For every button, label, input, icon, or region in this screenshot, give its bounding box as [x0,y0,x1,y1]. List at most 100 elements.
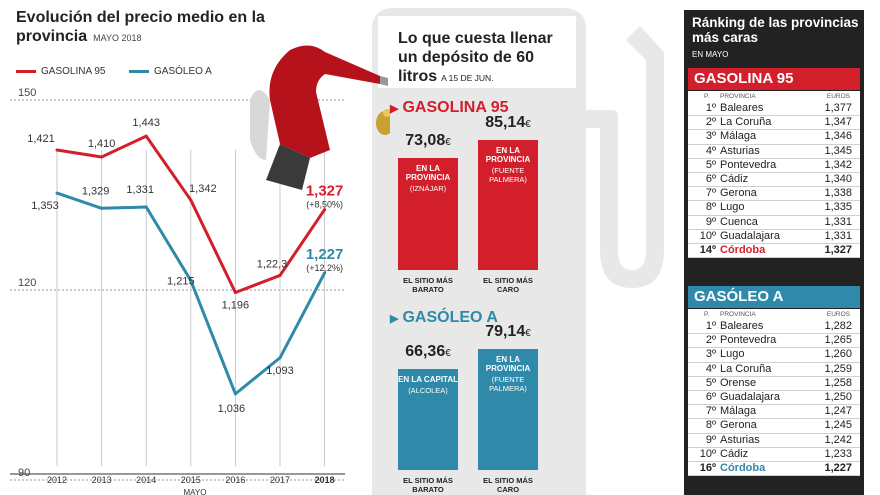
depot-bar-label: EN LA PROVINCIA (FUENTE PALMERA) [485,355,531,394]
depot-bar-value: 66,36€ [405,342,451,360]
ranking-row-cordoba: 14º Córdoba 1,327 [688,243,860,259]
ranking-column-headers: P. PROVINCIA EUROS [688,309,860,320]
ranking-price: 1,347 [824,116,852,129]
ranking-price: 1,331 [824,229,852,242]
y-tick-label: 120 [18,277,36,289]
x-tick-label: 2012 [47,475,67,485]
data-label: 1,421 [27,133,55,145]
depot-bar-label: EN LA CAPITAL (ALCOLEA) [398,374,458,395]
ranking-column-header: P. [704,93,710,100]
change-label: (+8,50%) [306,200,343,210]
legend-gasolina: GASOLINA 95 [16,66,105,77]
ranking-position: 1º [705,320,716,332]
ranking-position: 3º [705,348,716,361]
ranking-position: 14º [699,243,716,256]
data-point [323,208,327,212]
ranking-row: 9º Asturias 1,242 [688,434,860,448]
ranking-position: 4º [705,362,716,375]
ranking-row: 3º Málaga 1,346 [688,130,860,145]
ranking-row: 4º La Coruña 1,259 [688,363,860,377]
data-point [144,134,148,138]
ranking-province: Málaga [720,130,757,143]
x-tick-label: 2013 [92,475,112,485]
fuel-nozzle-illustration [250,45,390,190]
ranking-price: 1,227 [824,461,852,474]
depot-title: Lo que cuesta llenar un depósito de 60 l… [398,30,553,85]
ranking-position: 1º [705,102,716,114]
ranking-position: 5º [705,376,716,389]
data-label: 1,327 [306,183,344,200]
depot-bar [478,140,538,270]
ranking-row: 2º Pontevedra 1,265 [688,334,860,349]
ranking-row-cordoba: 16º Córdoba 1,227 [688,461,860,477]
ranking-province: Pontevedra [720,158,777,171]
ranking-position: 7º [705,405,716,418]
ranking-position: 4º [705,144,716,157]
arrow-right-icon: ▶ [390,102,399,115]
chart-title: Evolución del precio medio en la provinc… [16,9,265,45]
ranking-table: P. PROVINCIA EUROS 1º Baleares 1,282 2º Ponteve… [688,309,860,477]
depot-bar [478,349,538,470]
change-label: (+12,2%) [306,263,343,273]
x-tick-label: 2014 [136,475,156,485]
data-label: 1,22,3 [257,258,288,270]
depot-bar-caption: EL SITIO MÁS CARO [483,276,533,294]
ranking-row: 6º Guadalajara 1,250 [688,391,860,406]
ranking-heading-gasolina: GASOLINA 95 [688,68,860,90]
x-tick-label: 2015 [181,475,201,485]
depot-bar [398,158,458,270]
ranking-province: Cuenca [720,215,758,228]
ranking-position: 16º [699,461,716,474]
ranking-row: 1º Baleares 1,282 [688,320,860,335]
data-label: 1,093 [266,365,294,377]
ranking-table: P. PROVINCIA EUROS 1º Baleares 1,377 2º La Coru… [688,91,860,259]
ranking-heading-gasoleo: GASÓLEO A [688,286,860,308]
ranking-province: Asturias [720,144,760,157]
legend-label-gasoleo: GASÓLEO A [154,66,212,77]
ranking-position: 5º [705,158,716,171]
data-point [189,198,193,202]
ranking-price: 1,247 [824,405,852,418]
depot-bar-value: 85,14€ [485,114,531,131]
ranking-row: 3º Lugo 1,260 [688,348,860,363]
ranking-position: 2º [705,334,716,347]
ranking-price: 1,259 [824,362,852,375]
ranking-province: Asturias [720,433,760,446]
x-tick-label: 2017 [270,475,290,485]
y-tick-label: 150 [18,87,36,99]
ranking-position: 10º [699,229,716,242]
ranking-province: Cádiz [720,447,749,460]
ranking-price: 1,346 [824,130,852,143]
ranking-price: 1,258 [824,376,852,389]
ranking-subtitle: EN MAYO [692,50,729,59]
ranking-position: 6º [705,172,716,185]
depot-bar-caption: EL SITIO MÁS BARATO [403,476,453,494]
legend-swatch-gasoleo [129,70,149,73]
ranking-price: 1,377 [824,102,852,114]
ranking-price: 1,242 [824,433,852,446]
ranking-position: 8º [705,201,716,214]
ranking-title: Ránking de las provincias más caras [692,15,859,45]
depot-bar [398,368,458,470]
legend-swatch-gasolina [16,70,36,73]
ranking-price: 1,245 [824,419,852,432]
ranking-column-header: PROVINCIA [720,93,756,100]
ranking-price: 1,233 [824,447,852,460]
depot-heading-gasolina-label: GASOLINA 95 [402,99,509,116]
ranking-column-header: P. [704,311,710,318]
ranking-row: 7º Málaga 1,247 [688,405,860,420]
ranking-row: 1º Baleares 1,377 [688,102,860,117]
legend-gasoleo: GASÓLEO A [129,66,212,77]
data-point [55,148,59,152]
depot-bar-caption: EL SITIO MÁS BARATO [403,276,453,294]
data-point [323,271,327,275]
depot-heading-gasoleo: ▶ GASÓLEO A [390,309,498,327]
data-label: 1,215 [167,276,195,288]
depot-date: A 15 DE JUN. [441,73,494,83]
ranking-row: 10º Cádiz 1,233 [688,448,860,462]
ranking-price: 1,335 [824,201,852,214]
ranking-province: Gerona [720,187,757,200]
data-label: 1,410 [88,138,116,150]
ranking-province: Pontevedra [720,334,777,347]
ranking-province: Baleares [720,320,764,332]
